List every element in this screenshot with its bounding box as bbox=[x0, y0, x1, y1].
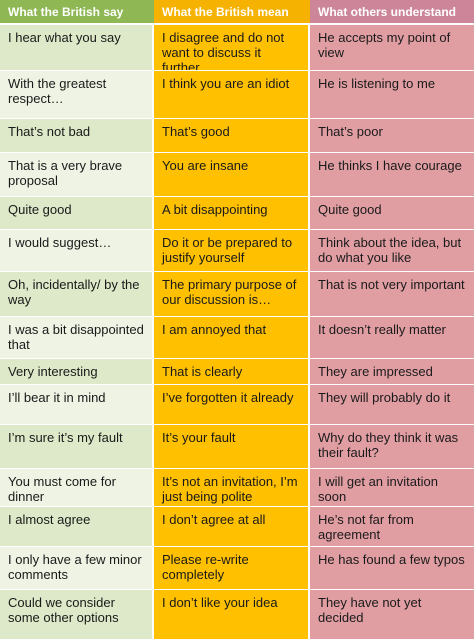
cell-british-mean: It’s your fault bbox=[154, 425, 310, 469]
cell-others-understand: They have not yet decided bbox=[310, 590, 474, 640]
cell-british-mean: The primary purpose of our discussion is… bbox=[154, 272, 310, 317]
cell-others-understand: He thinks I have courage bbox=[310, 153, 474, 197]
cell-others-understand: They will probably do it bbox=[310, 385, 474, 425]
cell-british-say: Oh, incidentally/ by the way bbox=[0, 272, 154, 317]
cell-british-say: That’s not bad bbox=[0, 119, 154, 153]
cell-others-understand: Think about the idea, but do what you li… bbox=[310, 230, 474, 272]
cell-british-say: You must come for dinner bbox=[0, 469, 154, 507]
cell-british-mean: I think you are an idiot bbox=[154, 71, 310, 119]
cell-british-mean: I don’t like your idea bbox=[154, 590, 310, 640]
cell-others-understand: I will get an invitation soon bbox=[310, 469, 474, 507]
cell-others-understand: He’s not far from agreement bbox=[310, 507, 474, 547]
cell-british-mean: That’s good bbox=[154, 119, 310, 153]
cell-others-understand: That’s poor bbox=[310, 119, 474, 153]
cell-british-say: I was a bit disappointed that bbox=[0, 317, 154, 359]
cell-british-mean: I am annoyed that bbox=[154, 317, 310, 359]
cell-british-mean: I don’t agree at all bbox=[154, 507, 310, 547]
cell-british-mean: Please re-write completely bbox=[154, 547, 310, 590]
header-british-mean: What the British mean bbox=[154, 0, 310, 25]
cell-others-understand: That is not very important bbox=[310, 272, 474, 317]
cell-british-say: I’ll bear it in mind bbox=[0, 385, 154, 425]
cell-british-mean: I’ve forgotten it already bbox=[154, 385, 310, 425]
cell-others-understand: He is listening to me bbox=[310, 71, 474, 119]
header-british-say: What the British say bbox=[0, 0, 154, 25]
cell-others-understand: Why do they think it was their fault? bbox=[310, 425, 474, 469]
cell-british-mean: It’s not an invitation, I’m just being p… bbox=[154, 469, 310, 507]
cell-others-understand: They are impressed bbox=[310, 359, 474, 385]
cell-british-mean: Do it or be prepared to justify yourself bbox=[154, 230, 310, 272]
cell-others-understand: He accepts my point of view bbox=[310, 25, 474, 71]
cell-british-say: That is a very brave proposal bbox=[0, 153, 154, 197]
cell-others-understand: He has found a few typos bbox=[310, 547, 474, 590]
cell-british-mean: I disagree and do not want to discuss it… bbox=[154, 25, 310, 71]
cell-british-say: With the greatest respect… bbox=[0, 71, 154, 119]
cell-british-say: I’m sure it’s my fault bbox=[0, 425, 154, 469]
cell-british-mean: A bit disappointing bbox=[154, 197, 310, 230]
cell-british-say: Very interesting bbox=[0, 359, 154, 385]
cell-british-say: I hear what you say bbox=[0, 25, 154, 71]
cell-british-say: Quite good bbox=[0, 197, 154, 230]
cell-british-mean: That is clearly nonsense bbox=[154, 359, 310, 385]
cell-british-say: I almost agree bbox=[0, 507, 154, 547]
cell-british-mean: You are insane bbox=[154, 153, 310, 197]
cell-british-say: I only have a few minor comments bbox=[0, 547, 154, 590]
cell-others-understand: It doesn’t really matter bbox=[310, 317, 474, 359]
cell-british-say: Could we consider some other options bbox=[0, 590, 154, 640]
header-others-understand: What others understand bbox=[310, 0, 474, 25]
cell-others-understand: Quite good bbox=[310, 197, 474, 230]
cell-british-say: I would suggest… bbox=[0, 230, 154, 272]
